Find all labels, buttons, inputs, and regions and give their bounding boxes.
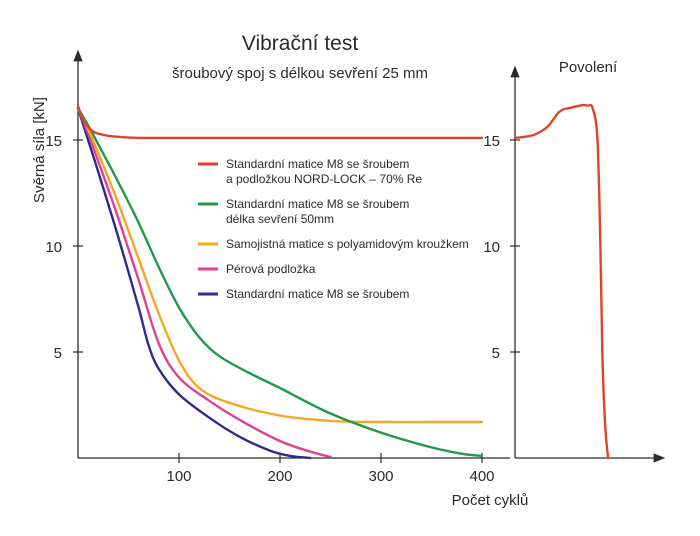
y-tick-label-10: 10 xyxy=(45,239,62,256)
legend-label: Standardní matice M8 se šroubem xyxy=(226,197,409,211)
series-line-samojistna-matice-s-polyamidovym-krouzkem xyxy=(76,107,484,424)
legend-label: Standardní matice M8 se šroubem xyxy=(226,157,409,171)
chart-subtitle: šroubový spoj s délkou sevření 25 mm xyxy=(172,65,428,82)
legend-label: Standardní matice M8 se šroubem xyxy=(226,287,409,301)
series-line-standardni-matice-m8-se-sroubem-delka-sevreni-50mm xyxy=(76,107,484,458)
release-series-line xyxy=(513,103,610,460)
legend-item-perova-podlozka: Pérová podložka xyxy=(198,262,316,276)
y-tick-label-15: 15 xyxy=(45,133,62,150)
x-tick-label-200: 200 xyxy=(267,468,292,485)
x-tick-label-100: 100 xyxy=(166,468,191,485)
x-axis-label: Počet cyklů xyxy=(452,492,529,509)
x-tick-label-300: 300 xyxy=(368,468,393,485)
ticks: 5 10 15 100 200 300 400 5 10 15 xyxy=(45,133,520,485)
legend-label: a podložkou NORD-LOCK – 70% Re xyxy=(226,172,422,186)
data-series xyxy=(76,103,610,460)
series-line-standardni-matice-m8-se-sroubem xyxy=(76,107,312,460)
release-y-tick-label-5: 5 xyxy=(492,345,500,362)
y-tick-label-5: 5 xyxy=(54,345,62,362)
legend-label: délka sevření 50mm xyxy=(226,212,334,226)
x-tick-label-400: 400 xyxy=(469,468,494,485)
legend-item-standardni-matice-m8-se-sroubem: Standardní matice M8 se šroubem xyxy=(198,287,409,301)
legend-label: Pérová podložka xyxy=(226,262,316,276)
legend-item-samojistna-matice-s-polyamidovym-krouzkem: Samojistná matice s polyamidovým kroužke… xyxy=(198,237,469,251)
series-line-perova-podlozka xyxy=(76,107,332,459)
release-panel-title: Povolení xyxy=(559,59,618,76)
release-y-tick-label-15: 15 xyxy=(483,133,500,150)
release-y-tick-label-10: 10 xyxy=(483,239,500,256)
series-line-standardni-matice-m8-se-sroubem-a-podlozkou-nord-lock-70-re xyxy=(76,104,484,140)
legend-label: Samojistná matice s polyamidovým kroužke… xyxy=(226,237,469,251)
y-axis-label: Svěrná síla [kN] xyxy=(31,97,48,203)
chart-title: Vibrační test xyxy=(242,32,359,55)
